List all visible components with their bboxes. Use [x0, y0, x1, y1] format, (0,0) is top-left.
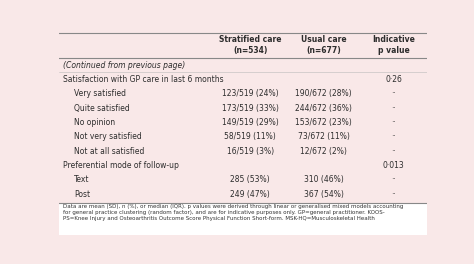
Text: 153/672 (23%): 153/672 (23%)	[295, 118, 352, 127]
Text: 149/519 (29%): 149/519 (29%)	[222, 118, 279, 127]
Text: 73/672 (11%): 73/672 (11%)	[298, 133, 350, 142]
Text: Stratified care
(n=534): Stratified care (n=534)	[219, 35, 282, 55]
Text: 285 (53%): 285 (53%)	[230, 175, 270, 185]
Text: ··: ··	[391, 104, 396, 113]
Text: 0·013: 0·013	[383, 161, 404, 170]
Text: Not very satisfied: Not very satisfied	[74, 133, 142, 142]
Text: 123/519 (24%): 123/519 (24%)	[222, 89, 279, 98]
Text: 310 (46%): 310 (46%)	[304, 175, 344, 185]
Text: 12/672 (2%): 12/672 (2%)	[301, 147, 347, 156]
Text: (Continued from previous page): (Continued from previous page)	[63, 61, 185, 70]
Text: Not at all satisfied: Not at all satisfied	[74, 147, 144, 156]
Text: No opinion: No opinion	[74, 118, 115, 127]
Text: ··: ··	[391, 190, 396, 199]
Text: Preferential mode of follow-up: Preferential mode of follow-up	[63, 161, 179, 170]
Text: 190/672 (28%): 190/672 (28%)	[295, 89, 352, 98]
Text: 367 (54%): 367 (54%)	[304, 190, 344, 199]
Text: ··: ··	[391, 147, 396, 156]
Text: 58/519 (11%): 58/519 (11%)	[224, 133, 276, 142]
Text: ··: ··	[391, 175, 396, 185]
Text: 0·26: 0·26	[385, 75, 402, 84]
Text: Very satisfied: Very satisfied	[74, 89, 126, 98]
Text: Indicative
p value: Indicative p value	[372, 35, 415, 55]
Text: 173/519 (33%): 173/519 (33%)	[222, 104, 279, 113]
Text: Usual care
(n=677): Usual care (n=677)	[301, 35, 346, 55]
Text: 244/672 (36%): 244/672 (36%)	[295, 104, 352, 113]
Text: 249 (47%): 249 (47%)	[230, 190, 270, 199]
Text: Post: Post	[74, 190, 90, 199]
Text: 16/519 (3%): 16/519 (3%)	[227, 147, 274, 156]
Text: Data are mean (SD), n (%), or median (IQR). p values were derived through linear: Data are mean (SD), n (%), or median (IQ…	[63, 204, 403, 221]
Text: ··: ··	[391, 89, 396, 98]
Text: ··: ··	[391, 133, 396, 142]
Text: Satisfaction with GP care in last 6 months: Satisfaction with GP care in last 6 mont…	[63, 75, 224, 84]
Text: Quite satisfied: Quite satisfied	[74, 104, 130, 113]
Text: Text: Text	[74, 175, 90, 185]
Bar	[59, 204, 427, 235]
Text: ··: ··	[391, 118, 396, 127]
